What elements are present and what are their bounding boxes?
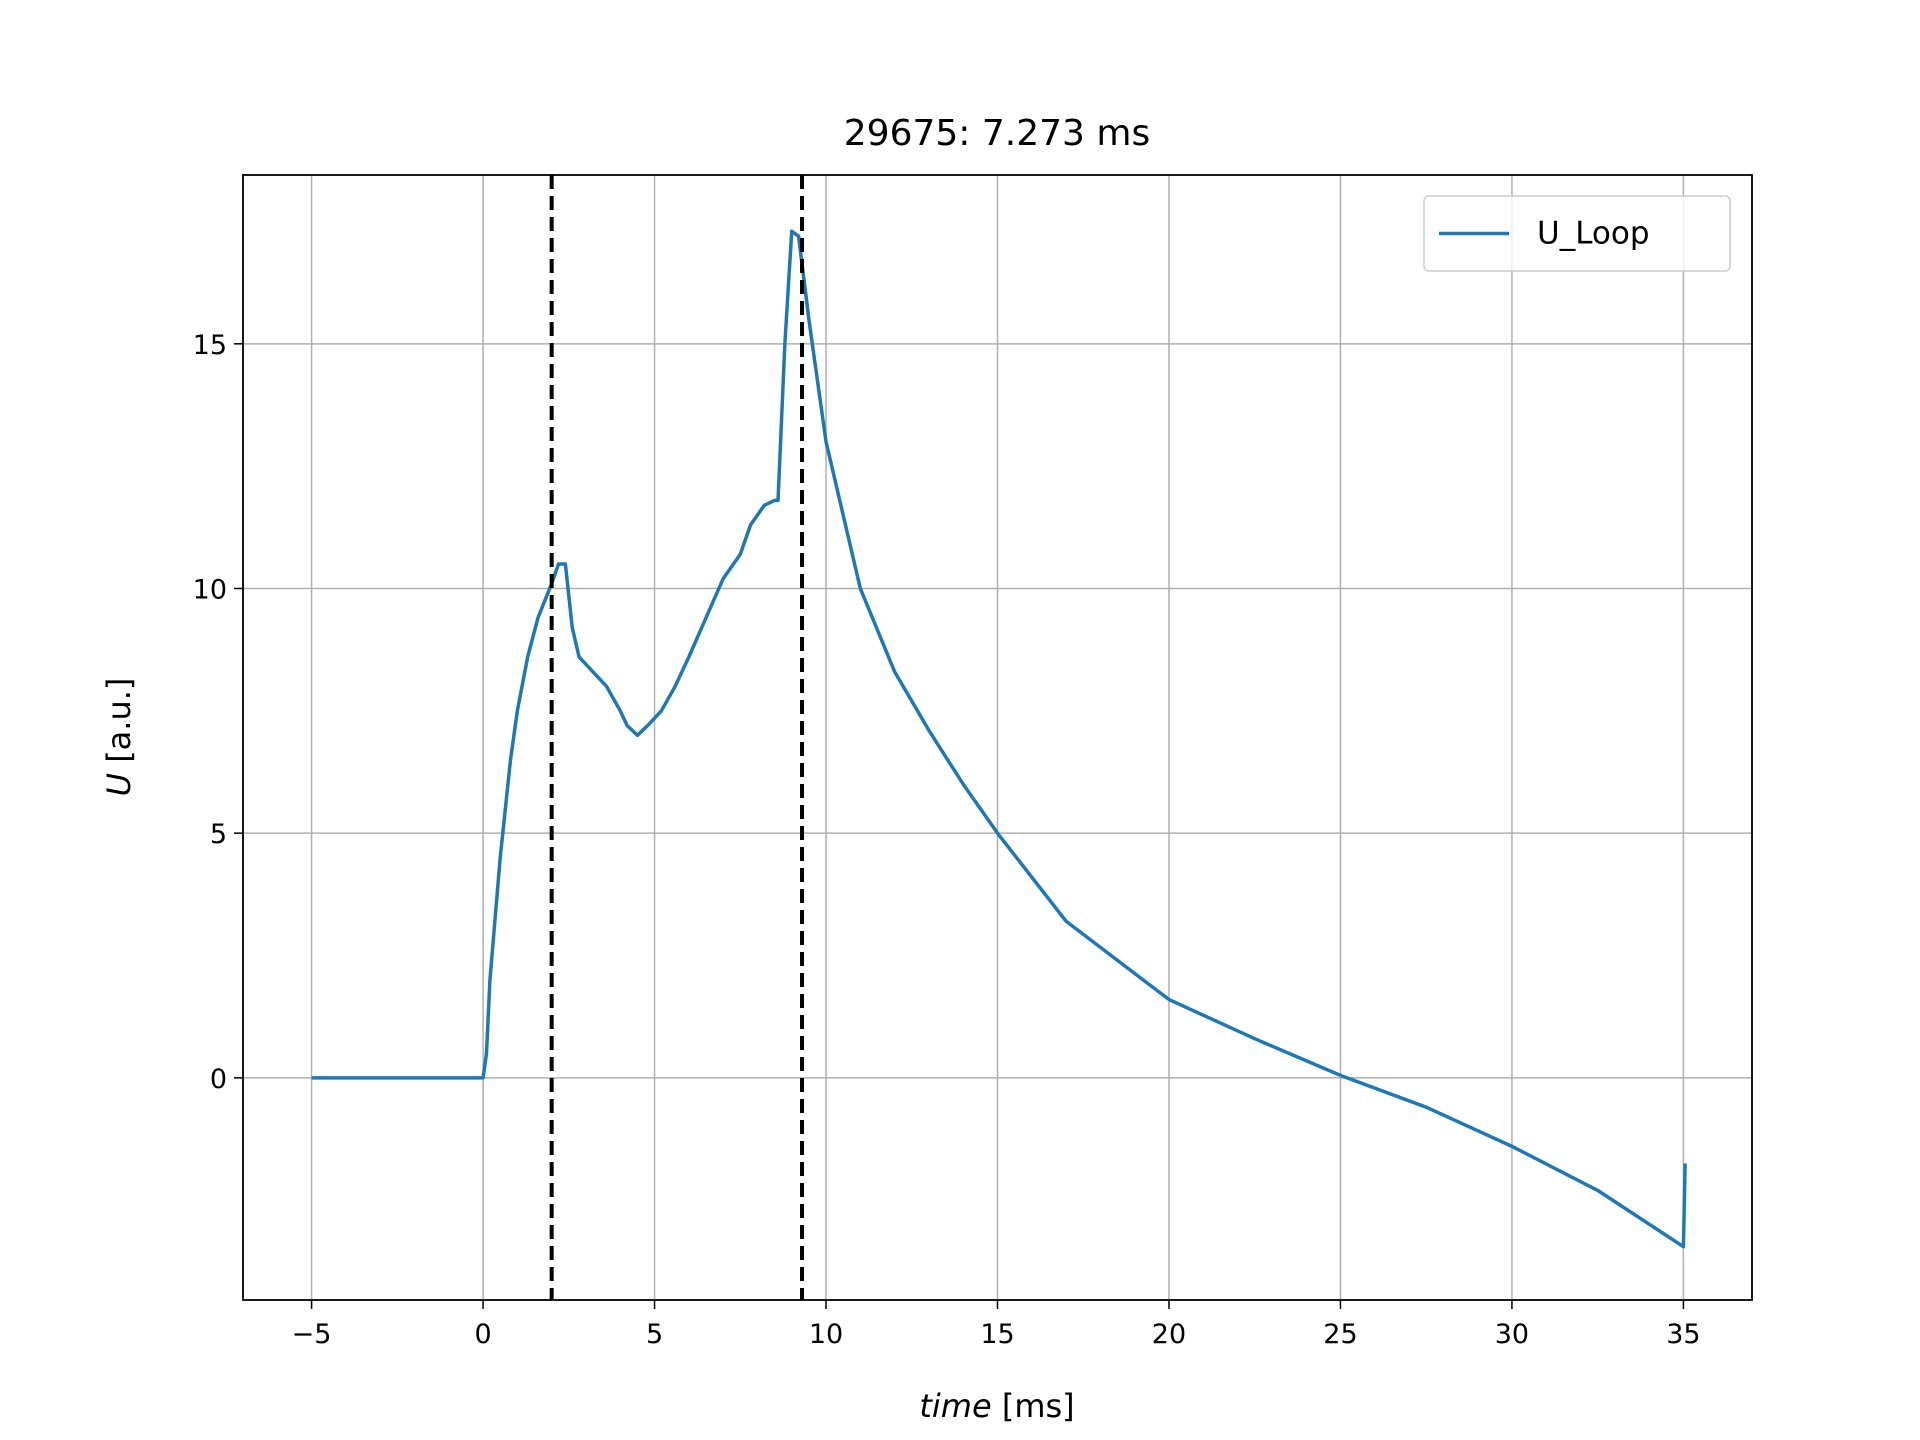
x-tick-label: 10 xyxy=(809,1319,843,1350)
x-tick-label: −5 xyxy=(292,1319,332,1350)
legend-label: U_Loop xyxy=(1537,216,1650,252)
plot-frame xyxy=(242,174,1753,1301)
y-label-unit: [a.u.] xyxy=(100,678,138,763)
y-axis-label: U [a.u.] xyxy=(100,678,138,797)
x-axis-label: time [ms] xyxy=(919,1387,1074,1425)
legend: U_Loop xyxy=(1423,195,1731,272)
x-tick-label: 15 xyxy=(980,1319,1014,1350)
x-tick-label: 30 xyxy=(1495,1319,1529,1350)
x-label-var: time xyxy=(919,1387,991,1425)
x-tick-label: 35 xyxy=(1666,1319,1700,1350)
x-tick-label: 0 xyxy=(474,1319,491,1350)
x-tick-label: 25 xyxy=(1323,1319,1357,1350)
x-tick-label: 5 xyxy=(646,1319,663,1350)
y-tick-label: 5 xyxy=(210,819,227,850)
x-label-unit: [ms] xyxy=(1002,1387,1075,1425)
legend-box xyxy=(1423,195,1731,272)
x-tick-label: 20 xyxy=(1152,1319,1186,1350)
y-tick-label: 10 xyxy=(193,574,227,605)
chart-title: 29675: 7.273 ms xyxy=(844,113,1150,154)
data-line xyxy=(311,229,1687,1249)
y-tick-label: 0 xyxy=(210,1064,227,1095)
y-tick-label: 15 xyxy=(193,330,227,361)
y-label-var: U xyxy=(100,773,138,796)
